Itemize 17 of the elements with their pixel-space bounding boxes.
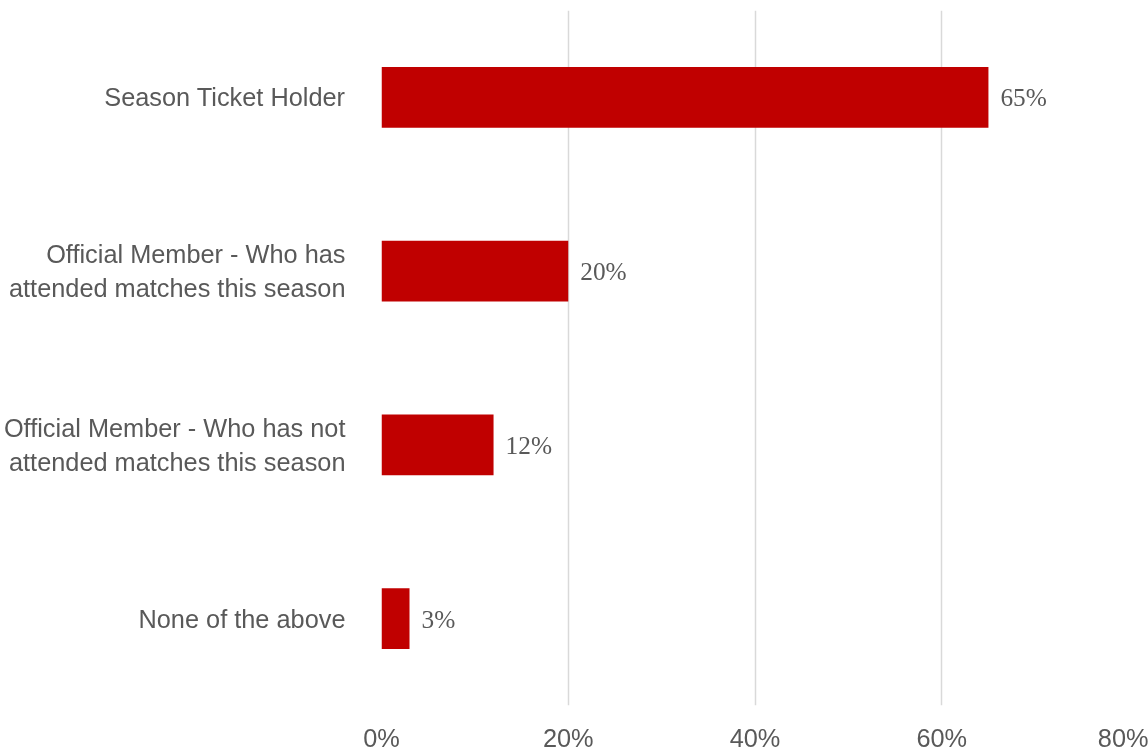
- data-label: 3%: [421, 604, 456, 633]
- data-label: 65%: [1000, 83, 1047, 112]
- bar: [381, 588, 410, 650]
- y-tick-label: None of the above: [138, 604, 346, 633]
- data-label: 12%: [505, 430, 552, 459]
- y-tick-label: Official Member - Who has not attended matches this season: [3, 414, 346, 476]
- bar: [381, 66, 989, 128]
- y-tick-label: Official Member - Who has attended matches this season: [8, 240, 346, 302]
- bar: [381, 240, 569, 302]
- x-tick-label: 80%: [1097, 723, 1148, 752]
- x-tick-label: 60%: [916, 723, 968, 752]
- x-tick-label: 0%: [363, 723, 400, 752]
- data-label: 20%: [580, 257, 627, 286]
- x-tick-label: 20%: [542, 723, 594, 752]
- bar: [381, 414, 494, 476]
- y-tick-label: Season Ticket Holder: [104, 83, 346, 112]
- x-tick-label: 40%: [729, 723, 781, 752]
